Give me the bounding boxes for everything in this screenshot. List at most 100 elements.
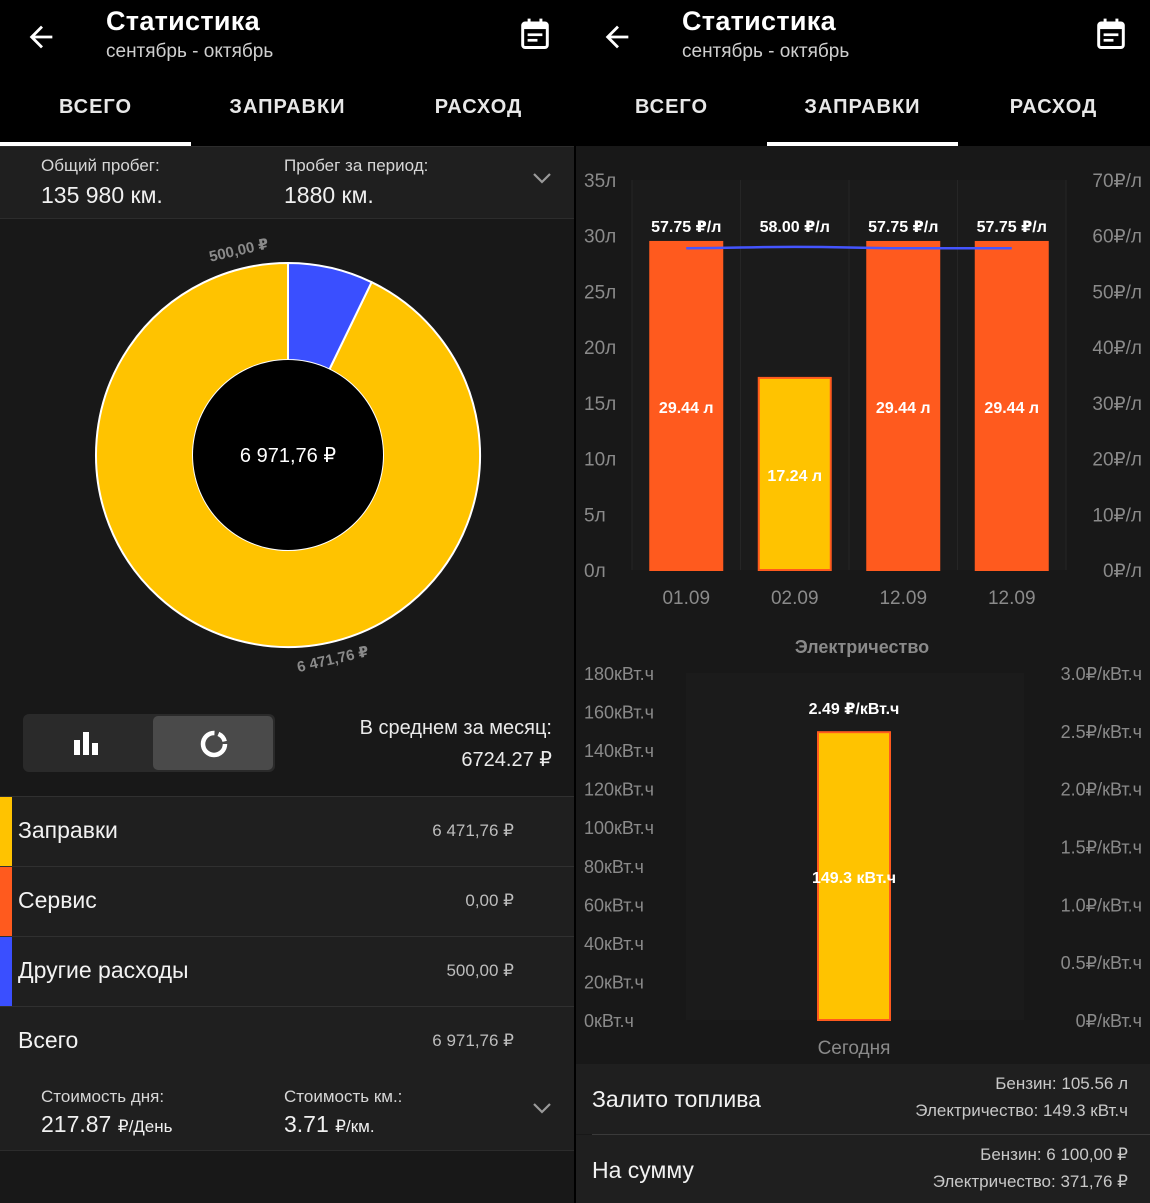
fuel-filled-summary: Залито топлива Бензин: 105.56 л Электрич…	[576, 1064, 1150, 1134]
app-bar: Статистика сентябрь - октябрь ВСЕГО ЗАПР…	[0, 0, 574, 146]
bar-value-label: 29.44 л	[876, 400, 931, 417]
tab-expenses[interactable]: РАСХОД	[1009, 96, 1098, 118]
y2-tick-label: 60₽/л	[1092, 227, 1142, 248]
category-color-bar	[0, 797, 12, 866]
bar-value-label: 17.24 л	[767, 468, 822, 485]
category-color-bar	[0, 867, 12, 936]
tab-total[interactable]: ВСЕГО	[58, 96, 133, 118]
y-tick-label: 5л	[584, 505, 606, 526]
y-tick-label: 80кВт.ч	[584, 857, 644, 877]
y2-tick-label: 2.5₽/кВт.ч	[1061, 722, 1142, 742]
fuel-filled-electric: Электричество: 149.3 кВт.ч	[915, 1101, 1128, 1120]
x-tick-label: 12.09	[879, 588, 927, 609]
fuel-filled-label: Залито топлива	[592, 1086, 761, 1112]
divider	[592, 1134, 1150, 1135]
donut-chart-icon	[200, 730, 228, 758]
y-tick-label: 20кВт.ч	[584, 972, 644, 992]
y-tick-label: 20л	[584, 338, 616, 359]
donut-center-total: 6 971,76 ₽	[240, 445, 336, 467]
calendar-icon[interactable]	[520, 18, 550, 50]
tab-expenses[interactable]: РАСХОД	[434, 96, 523, 118]
km-cost-value: 3.71 ₽/км.	[284, 1111, 375, 1137]
y2-tick-label: 40₽/л	[1092, 338, 1142, 359]
bar-value-label: 29.44 л	[659, 400, 714, 417]
category-name: Заправки	[18, 817, 118, 843]
bar-chart-icon[interactable]	[73, 730, 99, 756]
y-tick-label: 30л	[584, 227, 616, 248]
total-mileage-label: Общий пробег:	[41, 156, 160, 175]
cost-summary[interactable]: Стоимость дня: 217.87 ₽/День Стоимость к…	[0, 1077, 574, 1151]
mileage-summary[interactable]: Общий пробег: 135 980 км. Пробег за пери…	[0, 146, 574, 219]
y2-tick-label: 0.5₽/кВт.ч	[1061, 953, 1142, 973]
donut-label-other: 500,00 ₽	[208, 236, 271, 266]
day-cost-value: 217.87 ₽/День	[41, 1111, 173, 1137]
donut-mode-selected[interactable]	[153, 716, 273, 770]
total-name: Всего	[18, 1027, 79, 1053]
app-bar: Статистика сентябрь - октябрь ВСЕГО ЗАПР…	[576, 0, 1150, 146]
price-line	[686, 245, 1012, 250]
fuel-bar[interactable]	[649, 240, 724, 571]
chevron-down-icon[interactable]	[532, 1101, 552, 1115]
monthly-average-value: 6724.27 ₽	[461, 749, 552, 771]
category-name: Сервис	[18, 887, 97, 913]
total-mileage-value: 135 980 км.	[41, 182, 163, 208]
bar-value-label: 29.44 л	[984, 400, 1039, 417]
monthly-average-label: В среднем за месяц:	[359, 717, 552, 739]
y-tick-label: 180кВт.ч	[584, 664, 654, 684]
y2-tick-label: 1.5₽/кВт.ч	[1061, 838, 1142, 858]
y-tick-label: 25л	[584, 282, 616, 303]
y-tick-label: 0кВт.ч	[584, 1011, 634, 1031]
category-row-fuel[interactable]: Заправки 6 471,76 ₽	[0, 796, 574, 866]
price-value-label: 2.49 ₽/кВт.ч	[809, 701, 900, 718]
total-amount: 6 971,76 ₽	[432, 1031, 514, 1050]
y2-tick-label: 30₽/л	[1092, 394, 1142, 415]
fuel-sum-electric: Электричество: 371,76 ₽	[932, 1172, 1128, 1191]
fuel-bar[interactable]	[757, 376, 832, 571]
price-value-label: 57.75 ₽/л	[977, 219, 1047, 236]
period-mileage-value: 1880 км.	[284, 182, 374, 208]
stats-panel-total: Статистика сентябрь - октябрь ВСЕГО ЗАПР…	[0, 0, 574, 1203]
y-tick-label: 0л	[584, 561, 606, 582]
y2-tick-label: 0₽/кВт.ч	[1076, 1011, 1142, 1031]
y-tick-label: 60кВт.ч	[584, 895, 644, 915]
y-tick-label: 15л	[584, 394, 616, 415]
bar-value-label: 149.3 кВт.ч	[812, 870, 896, 887]
fuel-bar[interactable]	[974, 240, 1049, 571]
page-title: Статистика	[106, 6, 260, 36]
y-tick-label: 35л	[584, 171, 616, 192]
category-amount: 6 471,76 ₽	[432, 821, 514, 840]
page-title: Статистика	[682, 6, 836, 36]
chevron-down-icon[interactable]	[532, 171, 552, 185]
active-tab-indicator	[0, 142, 191, 146]
back-arrow-icon[interactable]	[24, 20, 58, 54]
category-row-service[interactable]: Сервис 0,00 ₽	[0, 866, 574, 936]
y-tick-label: 160кВт.ч	[584, 703, 654, 723]
tab-total[interactable]: ВСЕГО	[634, 96, 709, 118]
y2-tick-label: 50₽/л	[1092, 282, 1142, 303]
active-tab-indicator	[767, 142, 958, 146]
category-amount: 500,00 ₽	[446, 961, 514, 980]
price-value-label: 58.00 ₽/л	[760, 219, 830, 236]
y2-tick-label: 20₽/л	[1092, 450, 1142, 471]
donut-hole	[193, 360, 383, 550]
donut-label-fuel: 6 471,76 ₽	[296, 643, 371, 676]
y-tick-label: 10л	[584, 450, 616, 471]
y2-tick-label: 1.0₽/кВт.ч	[1061, 895, 1142, 915]
y-tick-label: 100кВт.ч	[584, 818, 654, 838]
category-row-other[interactable]: Другие расходы 500,00 ₽	[0, 936, 574, 1006]
tab-refuels[interactable]: ЗАПРАВКИ	[804, 96, 921, 118]
price-value-label: 57.75 ₽/л	[651, 219, 721, 236]
back-arrow-icon[interactable]	[600, 20, 634, 54]
y2-tick-label: 0₽/л	[1103, 561, 1142, 582]
fuel-sum-label: На сумму	[592, 1157, 694, 1183]
period-subtitle: сентябрь - октябрь	[682, 41, 850, 62]
fuel-bar[interactable]	[866, 240, 941, 571]
category-row-total: Всего 6 971,76 ₽	[0, 1006, 574, 1077]
y2-tick-label: 2.0₽/кВт.ч	[1061, 780, 1142, 800]
fuel-sum-petrol: Бензин: 6 100,00 ₽	[980, 1145, 1128, 1164]
tab-refuels[interactable]: ЗАПРАВКИ	[229, 96, 346, 118]
electricity-bar[interactable]	[817, 731, 891, 1022]
calendar-icon[interactable]	[1096, 18, 1126, 50]
price-value-label: 57.75 ₽/л	[868, 219, 938, 236]
period-mileage-label: Пробег за период:	[284, 156, 429, 175]
